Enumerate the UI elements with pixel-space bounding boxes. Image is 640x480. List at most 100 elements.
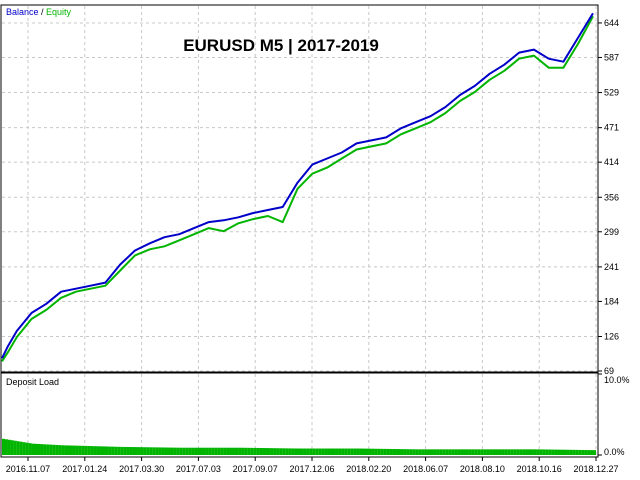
legend-balance: Balance xyxy=(6,7,39,17)
load-bar xyxy=(593,450,596,455)
load-bar xyxy=(276,448,280,455)
deposit-load-label: Deposit Load xyxy=(6,377,59,387)
load-bar xyxy=(344,448,348,455)
load-bar xyxy=(90,446,94,455)
load-bar xyxy=(421,449,425,455)
load-bar xyxy=(530,449,534,455)
load-bar xyxy=(362,448,366,455)
load-bar xyxy=(282,448,286,455)
load-bar xyxy=(439,449,443,455)
load-y-tick-label: 10.0% xyxy=(604,375,630,385)
load-bar xyxy=(356,448,360,455)
load-bar xyxy=(554,449,558,455)
load-bar xyxy=(569,449,573,455)
load-bar xyxy=(111,446,115,455)
x-axis: 2016.11.07 2017.01.24 2017.03.30 2017.07.03… xyxy=(6,457,619,474)
load-bar xyxy=(105,446,109,455)
load-bar xyxy=(560,449,564,455)
load-bar xyxy=(72,445,76,455)
load-bar xyxy=(477,449,481,455)
load-bar xyxy=(480,449,484,455)
deposit-load-panel-frame xyxy=(0,372,599,458)
load-bar xyxy=(581,449,585,455)
load-bar xyxy=(223,447,227,455)
load-bar xyxy=(232,447,236,455)
series-line-equity xyxy=(1,15,594,362)
load-bar xyxy=(43,444,47,455)
y-tick-label: 241 xyxy=(604,262,619,272)
load-bar xyxy=(465,449,469,455)
load-bar xyxy=(522,449,526,455)
load-bar xyxy=(69,445,73,455)
load-bar xyxy=(347,448,351,455)
load-bar xyxy=(167,447,171,455)
load-bar xyxy=(214,447,218,455)
load-bar xyxy=(383,448,387,455)
load-bar xyxy=(46,444,50,455)
load-bar xyxy=(188,447,192,455)
load-bar xyxy=(510,449,514,455)
load-bar xyxy=(338,448,342,455)
load-bar xyxy=(137,447,141,455)
load-bar xyxy=(235,447,239,455)
load-bar xyxy=(10,440,14,455)
load-y-tick-label: 0.0% xyxy=(604,447,625,457)
load-bar xyxy=(264,448,268,455)
load-bar xyxy=(525,449,529,455)
series-line-balance xyxy=(1,12,594,359)
load-bar xyxy=(462,449,466,455)
load-bar xyxy=(164,447,168,455)
load-bar xyxy=(380,448,384,455)
load-bar xyxy=(584,450,588,455)
load-bar xyxy=(34,443,38,455)
load-bar xyxy=(460,449,464,455)
load-bar xyxy=(418,449,422,455)
load-bar xyxy=(395,449,399,455)
load-bar xyxy=(241,447,245,455)
load-bar xyxy=(179,447,183,455)
load-bar xyxy=(158,447,162,455)
load-bar xyxy=(406,449,410,455)
load-bar xyxy=(300,448,304,455)
load-bar xyxy=(501,449,505,455)
load-bar xyxy=(140,447,144,455)
load-bar xyxy=(64,445,68,455)
load-bar xyxy=(315,448,319,455)
load-bar xyxy=(368,448,372,455)
deposit-load-bars xyxy=(2,438,596,455)
y-tick-label: 126 xyxy=(604,331,619,341)
load-bar xyxy=(211,447,215,455)
load-bar xyxy=(539,449,543,455)
load-bar xyxy=(516,449,520,455)
load-bar xyxy=(173,447,177,455)
load-bar xyxy=(498,449,502,455)
load-bar xyxy=(37,443,41,455)
load-bar xyxy=(155,447,159,455)
load-bar xyxy=(330,448,334,455)
load-bar xyxy=(297,448,301,455)
x-tick-label: 2018.06.07 xyxy=(403,464,448,474)
load-bar xyxy=(202,447,206,455)
load-bar xyxy=(415,449,419,455)
load-bar xyxy=(306,448,310,455)
load-bar xyxy=(513,449,517,455)
load-bar xyxy=(273,448,277,455)
load-bar xyxy=(13,440,17,455)
load-bar xyxy=(134,447,138,455)
load-bar xyxy=(377,448,381,455)
load-bar xyxy=(75,445,79,455)
load-bar xyxy=(578,449,582,455)
load-bar xyxy=(152,447,156,455)
y-tick-label: 69 xyxy=(604,366,614,376)
load-bar xyxy=(504,449,508,455)
load-bar xyxy=(392,449,396,455)
load-bar xyxy=(507,449,511,455)
load-bar xyxy=(238,447,242,455)
chart-title: EURUSD M5 | 2017-2019 xyxy=(183,36,379,55)
load-bar xyxy=(129,447,133,455)
load-bar xyxy=(58,445,62,455)
legend-separator: / xyxy=(39,7,47,17)
load-bar xyxy=(185,447,189,455)
load-bar xyxy=(563,449,567,455)
load-bar xyxy=(126,446,130,455)
